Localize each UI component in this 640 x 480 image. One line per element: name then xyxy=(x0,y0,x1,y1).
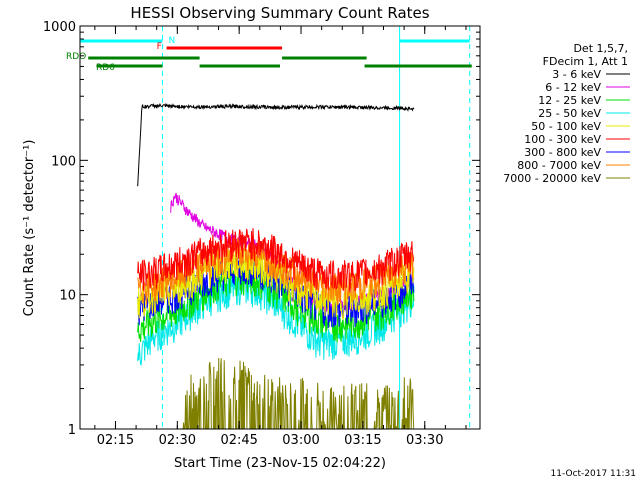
series-1 xyxy=(137,102,415,187)
flag-rd6-label: RD6 xyxy=(96,63,115,73)
x-tick-label-3: 02:45 xyxy=(220,433,257,448)
legend-label-9: 7000 - 20000 keV xyxy=(503,172,601,185)
x-tick-label-1: 02:15 xyxy=(97,433,134,448)
x-tick-label-2: 02:30 xyxy=(159,433,196,448)
legend-header-1: Det 1,5,7, xyxy=(573,42,628,55)
y-tick-label-4: 1000 xyxy=(43,20,76,35)
chart-title: HESSI Observing Summary Count Rates xyxy=(130,4,429,22)
legend-item-1: 3 - 6 keV xyxy=(552,68,630,81)
legend-item-9: 7000 - 20000 keV xyxy=(503,172,630,185)
x-axis-label: Start Time (23-Nov-15 02:04:22) xyxy=(174,456,386,471)
legend-label-3: 12 - 25 keV xyxy=(538,94,601,107)
series-3-line xyxy=(137,264,415,343)
legend-item-8: 800 - 7000 keV xyxy=(517,159,630,172)
legend-item-7: 300 - 800 keV xyxy=(524,146,630,159)
axes: 1 10 100 1000 02:15 02:30 02:45 03:00 03:15 03:30 xyxy=(43,20,480,448)
legend-label-8: 800 - 7000 keV xyxy=(517,159,601,172)
x-tick-label-4: 03:00 xyxy=(282,433,319,448)
y-tick-label-2: 10 xyxy=(59,289,76,304)
x-tick-label-5: 03:15 xyxy=(344,433,381,448)
legend-item-6: 100 - 300 keV xyxy=(524,133,630,146)
y-tick-label-3: 100 xyxy=(51,154,76,169)
legend-label-2: 6 - 12 keV xyxy=(545,81,601,94)
flag-f: F xyxy=(157,42,283,52)
legend-item-5: 50 - 100 keV xyxy=(531,120,630,133)
legend-label-4: 25 - 50 keV xyxy=(538,107,601,120)
legend-item-2: 6 - 12 keV xyxy=(545,81,630,94)
legend-label-5: 50 - 100 keV xyxy=(531,120,601,133)
y-axis-label: Count Rate (s⁻¹ detector⁻¹) xyxy=(22,140,37,317)
legend-item-3: 12 - 25 keV xyxy=(538,94,630,107)
series-1-line xyxy=(137,102,415,187)
flag-rd6: RD6 xyxy=(96,63,472,73)
series-6 xyxy=(137,228,414,293)
series-6-line xyxy=(137,228,414,293)
flag-n-label: N xyxy=(168,36,175,46)
x-tick-label-6: 03:30 xyxy=(406,433,443,448)
flag-f-label: F xyxy=(157,42,162,52)
flag-n: N xyxy=(80,36,470,46)
legend-header-2: FDecim 1, Att 1 xyxy=(543,55,628,68)
series-3 xyxy=(137,264,415,343)
legend-label-6: 100 - 300 keV xyxy=(524,133,601,146)
timestamp: 11-Oct-2017 11:31 xyxy=(551,469,636,479)
legend-label-1: 3 - 6 keV xyxy=(552,68,601,81)
legend-item-4: 25 - 50 keV xyxy=(538,107,630,120)
flag-rdo-label: RDO xyxy=(66,52,86,62)
flag-rdo: RDO xyxy=(66,52,367,62)
y-tick-label-1: 1 xyxy=(68,423,76,438)
plot-content: NF RDO RD6 xyxy=(66,26,472,430)
legend-label-7: 300 - 800 keV xyxy=(524,146,601,159)
